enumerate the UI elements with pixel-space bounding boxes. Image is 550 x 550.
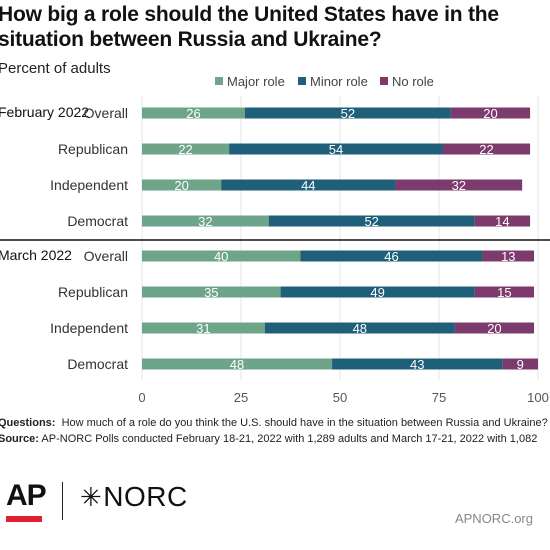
bar-segment xyxy=(264,322,455,334)
bar-segment xyxy=(502,358,538,370)
bar-value-label: 13 xyxy=(501,249,515,264)
bar-segment xyxy=(300,250,483,262)
bar-value-label: 52 xyxy=(341,106,355,121)
bar-segment xyxy=(244,107,451,119)
bar-value-label: 22 xyxy=(178,142,192,157)
bar-segment xyxy=(332,358,503,370)
bar-value-label: 43 xyxy=(410,357,424,372)
bar-value-label: 44 xyxy=(301,178,315,193)
bar-segment xyxy=(280,286,475,298)
bar-value-label: 35 xyxy=(204,285,218,300)
chart-title: How big a role should the United States … xyxy=(0,3,499,51)
ap-logo-bar xyxy=(6,516,42,522)
bar-value-label: 32 xyxy=(452,178,466,193)
bar-value-label: 48 xyxy=(353,321,367,336)
bar-value-label: 46 xyxy=(384,249,398,264)
legend-swatch-2 xyxy=(298,77,306,85)
bar-segment xyxy=(142,250,301,262)
group-label-1: February 2022 xyxy=(0,104,89,120)
bar-segment xyxy=(450,107,531,119)
row-label: Republican xyxy=(58,141,128,157)
stacked-bar-chart: Major role Minor role No role February 2022… xyxy=(0,74,550,405)
bar-value-label: 31 xyxy=(196,321,210,336)
row-label: Independent xyxy=(50,320,128,336)
bar-value-label: 49 xyxy=(370,285,384,300)
x-tick-label-4: 75 xyxy=(432,390,446,405)
row-label: Independent xyxy=(50,177,128,193)
bar-segment xyxy=(142,322,265,334)
bar-value-label: 26 xyxy=(186,106,200,121)
bar-segment xyxy=(142,358,333,370)
legend-swatch-3 xyxy=(380,77,388,85)
bar-segment xyxy=(454,322,535,334)
legend-swatch-1 xyxy=(215,77,223,85)
bar-segment xyxy=(268,215,475,227)
bar-value-label: 14 xyxy=(495,214,509,229)
ap-logo: AP xyxy=(6,479,47,512)
bar-segment xyxy=(395,179,523,191)
group-label-2: March 2022 xyxy=(0,247,72,263)
x-tick-label-5: 100 xyxy=(527,390,549,405)
row-label: Overall xyxy=(84,248,128,264)
bar-value-label: 20 xyxy=(174,178,188,193)
norc-logo: ✳NORC xyxy=(80,481,188,512)
bar-value-label: 20 xyxy=(483,106,497,121)
row-label: Overall xyxy=(84,105,128,121)
x-tick-label-3: 50 xyxy=(333,390,347,405)
bar-segment xyxy=(229,143,443,155)
bar-value-label: 52 xyxy=(364,214,378,229)
bar-segment xyxy=(442,143,531,155)
bar-value-label: 32 xyxy=(198,214,212,229)
bar-value-label: 48 xyxy=(230,357,244,372)
legend-label-2: Minor role xyxy=(310,74,368,89)
chart-footer: Questions: How much of a role do you thi… xyxy=(0,415,550,447)
bar-segment xyxy=(474,286,535,298)
bar-segment xyxy=(142,215,269,227)
x-tick-label-2: 25 xyxy=(234,390,248,405)
bar-value-label: 9 xyxy=(517,357,524,372)
bar-segment xyxy=(142,107,245,119)
bar-value-label: 15 xyxy=(497,285,511,300)
bar-segment xyxy=(482,250,535,262)
legend-label-3: No role xyxy=(392,74,434,89)
logo-divider xyxy=(62,482,63,520)
row-label: Republican xyxy=(58,284,128,300)
bar-segment xyxy=(142,286,281,298)
source-note: Source: AP-NORC Polls conducted February… xyxy=(0,433,538,445)
bar-segment xyxy=(142,179,222,191)
apnorc-url: APNORC.org xyxy=(454,511,533,526)
bar-segment xyxy=(221,179,396,191)
row-label: Democrat xyxy=(67,356,128,372)
norc-star-icon: ✳ xyxy=(80,482,103,512)
bar-segment xyxy=(474,215,531,227)
bar-value-label: 20 xyxy=(487,321,501,336)
chart-subtitle: Percent of adults xyxy=(0,60,111,77)
bar-value-label: 40 xyxy=(214,249,228,264)
questions-note: Questions: How much of a role do you thi… xyxy=(0,417,548,429)
row-label: Democrat xyxy=(67,213,128,229)
bar-value-label: 54 xyxy=(329,142,343,157)
x-tick-label-1: 0 xyxy=(138,390,145,405)
bar-value-label: 22 xyxy=(479,142,493,157)
legend-label-1: Major role xyxy=(227,74,285,89)
bar-segment xyxy=(142,143,230,155)
